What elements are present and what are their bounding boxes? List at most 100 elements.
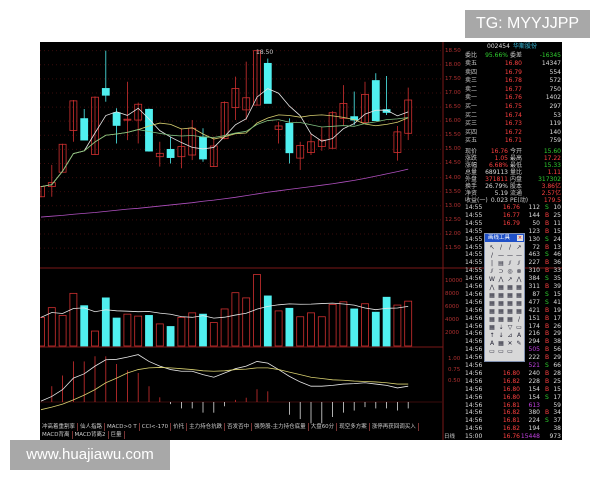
drawing-tool-icon[interactable]: ◎ [507, 268, 513, 275]
candle-body [91, 96, 99, 155]
drawing-tool-icon[interactable]: ▦ [498, 300, 504, 307]
close-icon[interactable]: × [517, 235, 523, 241]
drawing-tool-icon[interactable]: ↗ [507, 276, 513, 283]
drawing-tool-icon[interactable]: ▦ [507, 284, 513, 291]
drawing-tool-icon[interactable]: ⊿ [507, 332, 513, 339]
drawing-tool-icon[interactable]: ⫽ [517, 260, 521, 267]
formula-tab[interactable]: MACD背离2 [73, 431, 109, 439]
tick-volume: 50 [532, 219, 540, 227]
drawing-tool-icon[interactable]: ▦ [489, 316, 495, 323]
tick-volume: 154 [528, 385, 540, 393]
drawing-tool-icon[interactable]: ⇣ [498, 324, 504, 331]
drawing-tool-icon[interactable]: ▭ [507, 348, 513, 355]
volume-bar [361, 303, 369, 347]
formula-tab[interactable]: 巨量 [109, 431, 125, 439]
formula-tab[interactable]: MACD>0 T [105, 423, 140, 431]
tick-count: 37 [553, 417, 561, 425]
drawing-tool-icon[interactable]: ▦ [498, 316, 504, 323]
tick-time: 14:55 [465, 219, 483, 227]
drawing-toolbar[interactable]: 画线工具 × ↖ / / ↗ / — — — | ▤ ⫽ ⫽ ⫽ ⊃ ◎ ⊗ W ⋀ ↗ ⋀ ⋀ ▦ ▦ ▦ ▦ ▦ ▦ ▦ ▦ ▦ ▦ ▦ ▦… [484, 233, 525, 362]
volume-bar [40, 316, 45, 347]
drawing-tool-icon[interactable]: ⫽ [508, 260, 512, 267]
drawing-tool-icon[interactable]: ▽ [507, 324, 513, 331]
drawing-tool-icon[interactable]: ↓ [498, 332, 504, 339]
drawing-tool-icon[interactable]: ▦ [489, 308, 495, 315]
candle-body [231, 88, 240, 109]
formula-tab[interactable]: 价托 [171, 423, 188, 431]
drawing-tool-icon[interactable]: ▦ [498, 340, 504, 347]
drawing-tool-icon[interactable]: W [489, 276, 495, 283]
ask-row: 卖一 16.76 1402 [462, 94, 562, 102]
drawing-tool-icon[interactable]: ↑ [489, 332, 495, 339]
drawing-tool-icon[interactable]: ▦ [489, 324, 495, 331]
drawing-tool-icon[interactable]: ⊃ [498, 268, 504, 275]
drawing-tool-icon[interactable]: ▦ [498, 308, 504, 315]
drawing-tool-icon[interactable]: / [499, 244, 503, 251]
candle-body [242, 97, 251, 111]
kline-chart[interactable]: 18.50 [40, 42, 562, 440]
drawing-tool-icon[interactable]: ▦ [507, 308, 513, 315]
drawing-tool-icon[interactable]: ⋀ [498, 276, 504, 283]
value: 17.22 [543, 155, 561, 162]
drawing-tool-icon[interactable]: ▦ [516, 300, 522, 307]
price-axis-label: 15.50 [445, 132, 461, 139]
drawing-tool-icon[interactable]: | [490, 260, 494, 267]
drawing-tool-icon[interactable]: ▦ [489, 300, 495, 307]
formula-tab[interactable]: 仙人指路 [78, 423, 106, 431]
drawing-tool-icon[interactable]: — [507, 252, 513, 259]
tick-time: 15:00 [465, 433, 483, 441]
tick-price: 16.76 [502, 204, 520, 211]
drawing-tool-icon[interactable]: A [516, 332, 522, 339]
formula-tab[interactable]: 大盘60分 [309, 423, 338, 431]
drawing-tool-icon[interactable]: — [516, 252, 522, 259]
period-label[interactable]: 日线 [444, 434, 456, 440]
volume-bar [199, 313, 207, 347]
tick-price: 16.80 [502, 385, 520, 393]
formula-tab[interactable]: 主力持仓抗跌 [187, 423, 226, 431]
drawing-tool-icon[interactable]: A [489, 340, 495, 347]
drawing-tool-icon[interactable]: ▦ [498, 284, 504, 291]
drawing-tool-icon[interactable]: ↖ [489, 244, 495, 251]
drawing-tool-icon[interactable]: ▦ [507, 300, 513, 307]
drawing-tool-icon[interactable]: ▦ [516, 292, 522, 299]
drawing-tool-icon[interactable]: ▭ [516, 324, 522, 331]
formula-tab[interactable]: 强势股-主力持仓底量 [252, 423, 309, 431]
toolbar-title-bar[interactable]: 画线工具 × [485, 234, 524, 242]
tick-volume: 216 [528, 330, 540, 338]
drawing-tool-icon[interactable]: / [508, 244, 512, 251]
formula-tab[interactable]: 冲高着重割挛 [40, 423, 79, 431]
tick-side: B [545, 354, 550, 362]
tick-side: B [545, 227, 550, 235]
drawing-tool-icon[interactable]: ▦ [516, 308, 522, 315]
tick-count: 38 [553, 338, 561, 346]
drawing-tool-icon[interactable]: ▭ [498, 348, 504, 355]
drawing-tool-icon[interactable]: ⊗ [516, 268, 522, 275]
drawing-tool-icon[interactable]: ⋀ [489, 284, 495, 291]
drawing-tool-icon[interactable]: ⋀ [516, 276, 522, 283]
formula-tab[interactable]: 涨停再获回调买入 [370, 423, 419, 431]
drawing-tool-icon[interactable]: ▦ [516, 284, 522, 291]
drawing-tool-icon[interactable]: ▦ [498, 292, 504, 299]
tick-side: B [545, 259, 550, 267]
drawing-tool-icon[interactable]: ✎ [516, 340, 522, 347]
drawing-tool-icon[interactable]: ▤ [498, 260, 504, 267]
formula-tab[interactable]: MACD背离 [40, 431, 73, 439]
drawing-tool-icon[interactable]: ▦ [507, 292, 513, 299]
drawing-tool-icon[interactable]: ⫽ [490, 268, 494, 275]
tick-side: S [545, 362, 549, 369]
watermark-site: www.huajiawu.com [10, 440, 170, 470]
tick-time: 14:56 [465, 385, 483, 393]
tick-volume: 154 [528, 393, 540, 401]
tick-volume: 123 [528, 227, 540, 235]
formula-tab[interactable]: 现空多方案 [337, 423, 370, 431]
drawing-tool-icon[interactable]: ✕ [507, 340, 513, 347]
drawing-tool-icon[interactable]: ▦ [489, 292, 495, 299]
drawing-tool-icon[interactable]: ▭ [489, 348, 495, 355]
drawing-tool-icon[interactable]: / [517, 316, 521, 323]
formula-tab[interactable]: 否发否中 [225, 423, 253, 431]
drawing-tool-icon[interactable]: ▦ [507, 316, 513, 323]
drawing-tool-icon[interactable]: ↗ [516, 244, 522, 251]
drawing-tool-icon[interactable]: / [490, 252, 494, 259]
formula-tab[interactable]: CCI<-170 [140, 423, 172, 431]
drawing-tool-icon[interactable]: — [498, 252, 504, 259]
